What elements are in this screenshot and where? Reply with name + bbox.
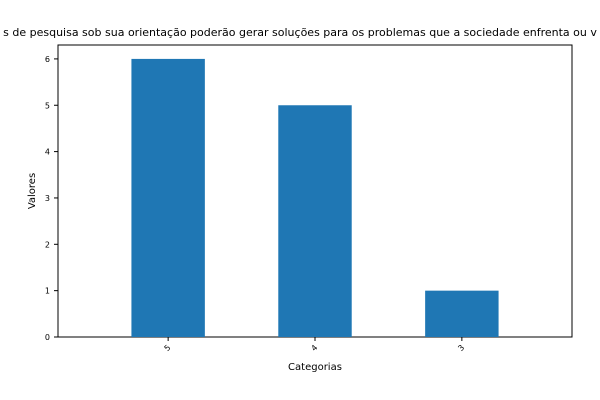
bars-layer (131, 58, 499, 338)
x-tick-label: 5 (163, 343, 173, 353)
y-tick-label: 5 (45, 101, 50, 110)
y-tick-label: 2 (45, 240, 50, 249)
y-axis-label: Valores (27, 173, 38, 209)
y-axis: 0 1 2 3 4 5 6 (45, 55, 58, 342)
chart-title: s de pesquisa sob sua orientação poderão… (3, 26, 597, 39)
bar-3 (425, 290, 499, 337)
x-tick-label: 4 (309, 343, 319, 353)
bar-4 (278, 105, 352, 337)
bar-5 (131, 58, 205, 338)
y-tick-label: 1 (45, 287, 50, 296)
x-axis: 5 4 3 (163, 337, 466, 353)
x-axis-label: Categorias (288, 362, 342, 373)
y-tick-label: 3 (45, 194, 50, 203)
y-tick-label: 0 (45, 333, 50, 342)
y-tick-label: 6 (45, 55, 50, 64)
y-tick-label: 4 (45, 148, 50, 157)
x-tick-label: 3 (456, 343, 466, 353)
